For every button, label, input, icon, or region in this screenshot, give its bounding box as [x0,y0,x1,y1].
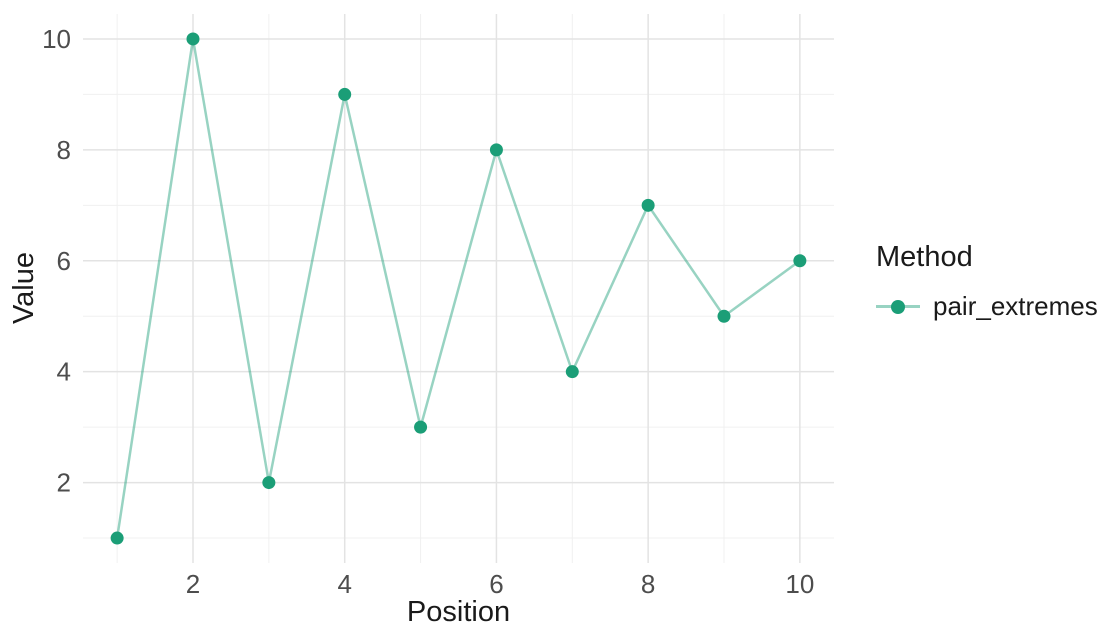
legend-item-label: pair_extremes [933,291,1098,321]
data-point [793,254,807,268]
legend-title: Method [876,241,973,273]
y-axis-title: Value [8,251,41,325]
legend-key-icon [876,293,920,321]
data-point [110,531,124,545]
x-tick-label: 6 [489,569,503,599]
x-tick-label: 10 [785,569,814,599]
x-tick-label: 8 [641,569,655,599]
y-tick-label: 6 [57,246,71,276]
y-tick-label: 8 [57,135,71,165]
series-line [115,38,802,540]
data-point [262,476,276,490]
data-point [414,420,428,434]
data-point [489,143,503,157]
x-tick-label: 4 [337,569,351,599]
data-point [717,309,731,323]
data-point [338,87,352,101]
x-tick-label: 2 [186,569,200,599]
y-tick-label: 2 [57,468,71,498]
legend: Method pair_extremes [876,240,1098,322]
data-point [641,198,655,212]
x-axis-title: Position [406,596,511,628]
y-tick-label: 4 [57,357,71,387]
y-tick-label: 10 [42,24,71,54]
data-point [186,32,200,46]
legend-item: pair_extremes [876,291,1098,322]
legend-point-swatch [891,299,905,314]
data-point [565,365,579,379]
